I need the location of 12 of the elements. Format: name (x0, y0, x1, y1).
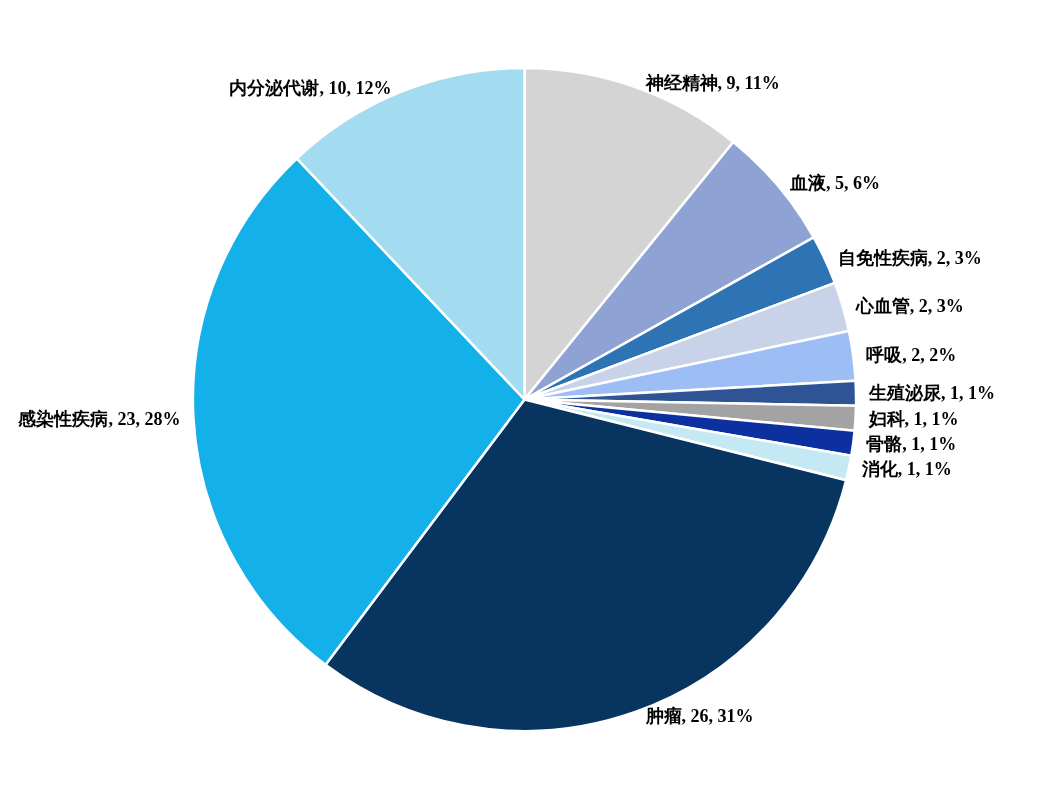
slice-label: 生殖泌尿, 1, 1% (868, 383, 996, 404)
slice-label: 内分泌代谢, 10, 12% (229, 77, 392, 98)
slice-label: 肿瘤, 26, 31% (644, 705, 754, 726)
slice-label: 神经精神, 9, 11% (644, 73, 780, 94)
slice-label: 心血管, 2, 3% (854, 295, 964, 316)
slice-label: 妇科, 1, 1% (867, 408, 959, 429)
slice-label: 呼吸, 2, 2% (866, 345, 957, 366)
slice-label: 消化, 1, 1% (860, 458, 952, 479)
slice-label: 自免性疾病, 2, 3% (837, 248, 982, 268)
slice-label: 感染性疾病, 23, 28% (17, 408, 181, 429)
slice-label: 血液, 5, 6% (789, 173, 881, 194)
slice-label: 骨骼, 1, 1% (866, 433, 957, 454)
